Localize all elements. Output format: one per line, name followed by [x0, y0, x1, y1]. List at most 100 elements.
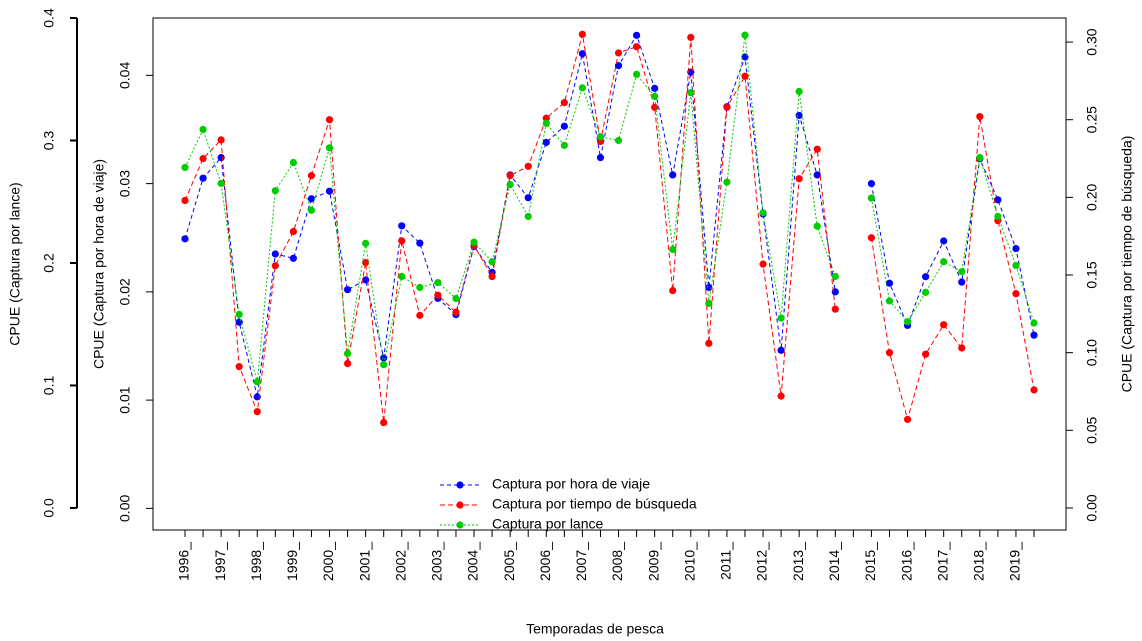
data-point	[271, 187, 279, 195]
y-tick-label: 0.25	[1084, 106, 1100, 133]
data-point	[434, 278, 442, 287]
data-point	[470, 238, 478, 246]
data-point	[723, 178, 731, 186]
y-tick-label: 0.02	[117, 278, 133, 305]
data-point	[958, 267, 966, 276]
data-point	[343, 350, 352, 358]
data-point	[362, 239, 370, 247]
data-point	[1030, 331, 1038, 339]
data-point	[380, 361, 388, 369]
data-point	[940, 258, 948, 266]
data-point	[1012, 244, 1020, 253]
data-point	[813, 145, 821, 153]
x-tick-label: 2019_	[1007, 542, 1023, 581]
data-point	[289, 254, 297, 262]
data-point	[325, 144, 334, 152]
data-point	[307, 206, 316, 214]
data-point	[614, 49, 623, 57]
y-tick-label: 0.1	[41, 376, 57, 396]
x-tick-label: 2005_	[501, 542, 517, 581]
y-tick-label: 0.00	[1084, 494, 1100, 521]
data-point	[1012, 290, 1020, 298]
data-point	[199, 174, 207, 182]
x-tick-label: 2014_	[826, 542, 842, 581]
data-point	[542, 119, 550, 127]
data-point	[759, 209, 767, 217]
legend-label: Captura por lance	[492, 516, 604, 532]
data-point	[416, 311, 424, 319]
data-point	[452, 308, 460, 316]
y-axis-title: CPUE (Captura por hora de viaje)	[91, 159, 107, 369]
y-tick-label: 0.04	[117, 62, 133, 89]
data-point	[560, 99, 568, 107]
data-point	[307, 172, 316, 180]
data-point	[542, 114, 550, 122]
data-point	[416, 239, 424, 247]
y-tick-label: 0.20	[1084, 184, 1100, 211]
legend-marker	[456, 481, 464, 489]
x-tick-label: 2004_	[465, 542, 481, 581]
data-point	[958, 278, 966, 286]
data-point	[416, 283, 424, 292]
data-point	[687, 33, 695, 42]
data-point	[217, 179, 225, 187]
y-tick-label: 0.0	[41, 498, 57, 518]
data-point	[759, 260, 767, 268]
data-point	[325, 187, 334, 195]
data-point	[560, 141, 568, 149]
data-point	[831, 272, 839, 281]
data-point	[831, 305, 839, 313]
data-point	[307, 195, 316, 203]
y-tick-label: 0.03	[117, 170, 133, 197]
x-tick-label: 2016_	[898, 542, 914, 581]
x-tick-label: 2010_	[681, 542, 697, 581]
data-point	[632, 43, 641, 51]
data-point	[452, 294, 460, 303]
data-point	[885, 349, 894, 357]
data-point	[813, 171, 821, 179]
data-point	[922, 273, 930, 281]
data-point	[217, 154, 225, 162]
data-point	[867, 180, 876, 188]
y-tick-label: 0.01	[117, 386, 133, 413]
y-tick-label: 0.10	[1084, 339, 1100, 366]
data-point	[651, 84, 659, 92]
data-point	[578, 30, 587, 38]
x-tick-label: 2011_	[718, 542, 734, 580]
data-point	[885, 279, 894, 287]
data-point	[632, 70, 641, 78]
data-point	[271, 250, 279, 258]
data-point	[199, 154, 207, 163]
data-point	[253, 408, 261, 416]
data-point	[343, 359, 352, 368]
y-tick-label: 0.2	[41, 253, 57, 273]
x-tick-label: 2006_	[537, 542, 553, 581]
data-point	[723, 103, 731, 111]
data-point	[253, 378, 261, 386]
y-tick-label: 0.4	[41, 8, 57, 28]
data-point	[669, 171, 677, 179]
data-point	[398, 222, 406, 230]
y-axis-title: CPUE (Captura por lance)	[7, 182, 23, 345]
data-point	[524, 212, 532, 221]
x-tick-label: 2015_	[862, 542, 878, 581]
data-point	[795, 111, 803, 120]
series-line	[184, 34, 1035, 423]
data-point	[560, 122, 568, 130]
x-tick-label: 1996_	[176, 542, 192, 581]
legend-marker	[456, 521, 464, 529]
data-point	[958, 344, 966, 352]
x-tick-label: 2003_	[429, 542, 445, 581]
data-point	[632, 31, 641, 39]
data-point	[741, 72, 749, 80]
data-point	[994, 196, 1002, 204]
data-point	[994, 212, 1002, 221]
data-point	[1012, 261, 1020, 270]
data-point	[181, 235, 189, 243]
x-tick-label: 1997_	[212, 542, 228, 581]
data-point	[596, 154, 605, 162]
x-tick-label: 1999_	[284, 542, 300, 581]
data-point	[795, 87, 803, 96]
series-line	[184, 34, 1035, 398]
